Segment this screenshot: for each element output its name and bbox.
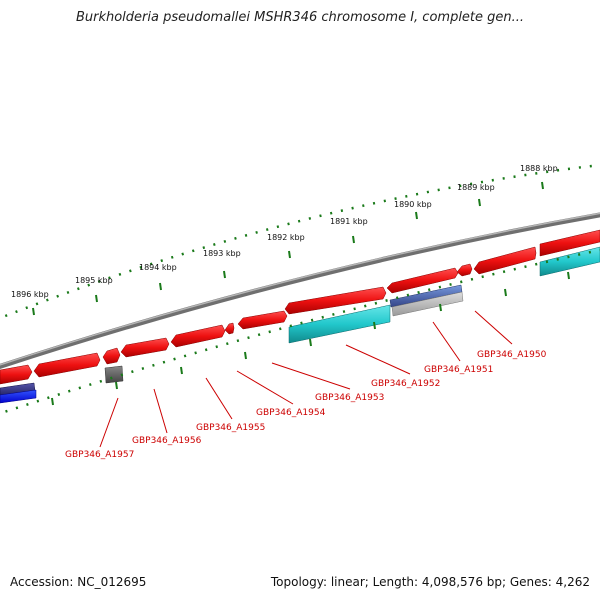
cds-arrow xyxy=(0,364,33,385)
major-tick xyxy=(373,321,376,330)
gene-label: GBP346_A1954 xyxy=(256,408,326,418)
reverse-cds-arrow xyxy=(539,246,600,277)
gene-callouts xyxy=(99,310,513,448)
scale-label: 1895 kbp xyxy=(75,276,113,285)
scale-label: 1889 kbp xyxy=(457,183,495,192)
gene-label: GBP346_A1956 xyxy=(132,436,202,446)
major-tick xyxy=(223,270,226,279)
major-tick xyxy=(478,198,481,207)
scale-label: 1894 kbp xyxy=(139,263,177,272)
major-tick xyxy=(51,397,54,406)
forward-cds-track xyxy=(0,229,600,385)
scale-ring-outer xyxy=(0,163,600,320)
major-tick xyxy=(32,307,35,316)
cds-arrow xyxy=(473,246,537,275)
scale-label: 1890 kbp xyxy=(394,200,432,209)
feature-block xyxy=(391,291,464,317)
gene-label: GBP346_A1953 xyxy=(315,393,384,403)
gene-label: GBP346_A1952 xyxy=(371,379,440,389)
cds-arrow xyxy=(539,229,600,257)
major-tick xyxy=(541,181,544,190)
major-tick xyxy=(288,250,291,259)
cds-arrow xyxy=(102,347,121,365)
outer-major-ticks xyxy=(32,181,544,316)
gene-label: GBP346_A1951 xyxy=(424,365,493,375)
callout-line xyxy=(271,362,351,390)
major-tick xyxy=(567,271,570,280)
cds-arrow xyxy=(33,352,101,378)
cds-arrow xyxy=(170,324,226,348)
major-tick xyxy=(95,294,98,303)
callout-line xyxy=(99,397,119,448)
gene-label: GBP346_A1957 xyxy=(65,450,134,460)
callout-line xyxy=(474,310,513,345)
callout-line xyxy=(236,370,294,405)
major-tick xyxy=(415,211,418,220)
scale-label: 1896 kbp xyxy=(11,290,49,299)
scale-label: 1892 kbp xyxy=(267,233,305,242)
gene-label: GBP346_A1950 xyxy=(477,350,547,360)
cds-arrow xyxy=(237,310,288,330)
map-title: Burkholderia pseudomallei MSHR346 chromo… xyxy=(75,10,525,25)
callout-line xyxy=(153,388,168,434)
cds-arrow xyxy=(224,322,235,335)
genome-backbone xyxy=(0,212,600,370)
major-tick xyxy=(180,366,183,375)
scale-label: 1893 kbp xyxy=(203,249,241,258)
major-tick xyxy=(159,282,162,291)
gene-label: GBP346_A1955 xyxy=(196,423,265,433)
cds-arrow xyxy=(120,337,170,358)
reverse-cds-track xyxy=(0,246,600,404)
major-tick xyxy=(504,288,507,297)
major-tick xyxy=(309,338,312,347)
genome-backbone-highlight xyxy=(0,212,600,366)
cds-arrow xyxy=(386,267,459,294)
cds-arrow xyxy=(456,263,473,277)
major-tick xyxy=(244,351,247,360)
accession-text: Accession: NC_012695 xyxy=(10,575,147,589)
inner-major-ticks xyxy=(51,271,570,406)
major-tick xyxy=(352,235,355,244)
callout-line xyxy=(432,321,461,362)
pseudo-feature-block xyxy=(104,365,124,384)
feature-block xyxy=(0,389,37,404)
callout-line xyxy=(345,344,411,375)
scale-ring-inner xyxy=(0,248,600,415)
scale-label: 1891 kbp xyxy=(330,217,368,226)
cds-arrow xyxy=(284,286,387,315)
callout-line xyxy=(205,377,233,420)
scale-label: 1888 kbp xyxy=(520,164,558,173)
major-tick xyxy=(439,303,442,312)
major-tick xyxy=(115,381,118,390)
reverse-cds-arrow xyxy=(288,304,391,344)
topology-text: Topology: linear; Length: 4,098,576 bp; … xyxy=(270,575,590,589)
